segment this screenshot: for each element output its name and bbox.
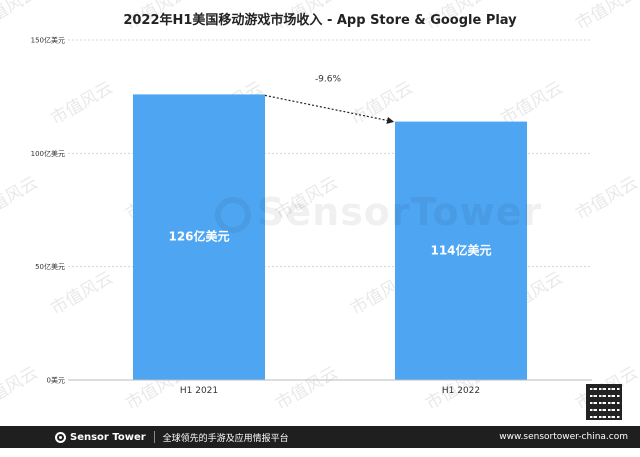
footer-divider	[153, 431, 155, 443]
sensortower-watermark-icon	[215, 196, 251, 233]
footer-url[interactable]: www.sensortower-china.com	[499, 432, 628, 442]
x-tick-label-0: H1 2021	[180, 386, 218, 396]
watermark-text-15: 市值风云	[48, 268, 117, 319]
footer-bar: Sensor Tower 全球领先的手游及应用情报平台 www.sensorto…	[0, 426, 640, 448]
chart-title: 2022年H1美国移动游戏市场收入 - App Store & Google P…	[123, 13, 517, 28]
footer-tagline: 全球领先的手游及应用情报平台	[162, 433, 289, 444]
sensortower-logo-icon	[55, 431, 66, 443]
bar-value-label-0: 126亿美元	[168, 229, 229, 244]
watermark-text-5: 市值风云	[48, 78, 117, 129]
change-annotation-label: -9.6%	[315, 74, 342, 84]
bars	[133, 94, 527, 381]
data-labels: 126亿美元 114亿美元	[168, 229, 491, 258]
y-tick-label-2: 100亿美元	[31, 149, 65, 158]
footer-logo: Sensor Tower	[55, 431, 146, 443]
x-tick-label-1: H1 2022	[442, 386, 480, 396]
y-tick-label-1: 50亿美元	[35, 262, 65, 271]
bar-value-label-1: 114亿美元	[430, 242, 491, 257]
y-tick-label-3: 150亿美元	[31, 36, 65, 45]
watermark-text-14: 市值风云	[573, 173, 640, 224]
change-arrow	[264, 94, 395, 124]
footer-brand: Sensor Tower	[70, 431, 146, 443]
bar-1	[395, 121, 527, 380]
qr-code-icon	[586, 384, 622, 420]
y-tick-label-0: 0美元	[47, 376, 65, 385]
change-annotation: -9.6%	[264, 74, 395, 124]
sensortower-watermark-text: SensorTower	[257, 190, 543, 234]
x-axis: H1 2021 H1 2022	[180, 386, 480, 396]
watermark-text-10: 市值风云	[0, 173, 41, 224]
y-axis: 0美元 50亿美元 100亿美元 150亿美元	[31, 36, 65, 385]
watermark-text-20: 市值风云	[0, 363, 41, 414]
watermark-text-22: 市值风云	[273, 363, 342, 414]
bar-0	[133, 94, 265, 381]
sensortower-watermark: SensorTower	[215, 190, 542, 234]
